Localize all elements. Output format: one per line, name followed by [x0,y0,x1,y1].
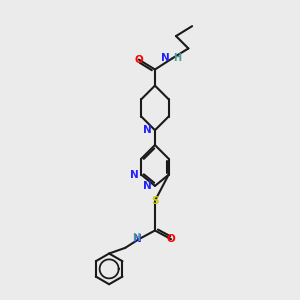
Text: N: N [143,181,152,191]
Text: H: H [173,53,182,63]
Text: N: N [130,170,138,180]
Text: O: O [167,234,176,244]
Text: N: N [143,125,152,135]
Text: N: N [160,53,169,63]
Text: N: N [133,234,141,244]
Text: S: S [151,196,159,206]
Text: H: H [132,233,140,243]
Text: O: O [134,55,143,64]
